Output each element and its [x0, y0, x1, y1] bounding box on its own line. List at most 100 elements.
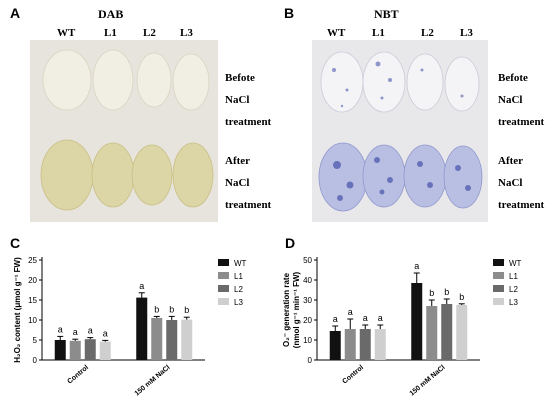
nbt-leaves-illustration [318, 51, 483, 212]
column-label-wt: WT [57, 27, 76, 39]
nbt-leaf-photo [312, 40, 488, 222]
after-line-2: NaCl [498, 177, 523, 189]
legend-swatch-wt [493, 259, 504, 266]
x-category-label: 150 mM NaCl [134, 364, 172, 397]
legend-swatch-l3 [493, 298, 504, 305]
bar-l1-0 [69, 340, 81, 360]
bar-l2-0 [359, 329, 371, 360]
o2-generation-chart: D 0 10 20 30 40 50 O₂⁻ generation rate (nmol g⁻¹… [282, 235, 522, 398]
y-tick-label: 25 [28, 256, 37, 265]
significance-letter: a [103, 328, 108, 338]
y-tick-label: 50 [303, 256, 312, 265]
y-axis-label-units: (nmol g⁻¹ min⁻¹ FW) [292, 271, 301, 348]
column-label-l1: L1 [372, 27, 385, 39]
significance-letter: b [184, 305, 189, 315]
significance-letter: b [429, 288, 434, 298]
dab-leaves-illustration [40, 49, 214, 211]
column-label-wt: WT [327, 27, 346, 39]
significance-letter: a [378, 313, 383, 323]
significance-letter: a [73, 327, 78, 337]
y-tick-label: 15 [28, 296, 37, 305]
significance-letter: a [333, 314, 338, 324]
legend-swatch-wt [218, 259, 229, 266]
column-label-l3: L3 [460, 27, 473, 39]
y-tick-label: 20 [28, 276, 37, 285]
significance-letter: b [154, 304, 159, 314]
y-tick-label: 10 [303, 336, 312, 345]
significance-letter: a [363, 313, 368, 323]
legend-swatch-l1 [493, 272, 504, 279]
y-axis-label: O₂⁻ generation rate [282, 272, 291, 347]
legend-label-wt: WT [234, 259, 247, 268]
bar-l2-0 [84, 339, 96, 360]
panel-label: C [10, 235, 20, 251]
y-tick-label: 10 [28, 316, 37, 325]
dab-after-label: After NaCl treatment [225, 150, 271, 216]
legend-label-l2: L2 [234, 285, 243, 294]
y-tick-label: 40 [303, 276, 312, 285]
panel-label: D [285, 235, 295, 251]
before-line-2: NaCl [498, 94, 523, 106]
after-line-3: treatment [498, 199, 545, 211]
legend-label-l3: L3 [509, 298, 518, 307]
column-label-l2: L2 [421, 27, 434, 39]
column-label-l1: L1 [104, 27, 117, 39]
significance-letter: b [169, 304, 174, 314]
after-line-1: After [498, 155, 524, 167]
y-tick-label: 20 [303, 316, 312, 325]
x-category-label: 150 mM NaCl [409, 364, 447, 397]
significance-letter: a [348, 307, 353, 317]
dab-leaf-photo [30, 40, 218, 222]
before-line-3: treatment [498, 116, 545, 128]
bar-l3-0 [99, 341, 111, 360]
legend-label-wt: WT [509, 259, 522, 268]
legend-label-l1: L1 [234, 272, 243, 281]
after-line-3: treatment [225, 199, 272, 211]
y-tick-label: 30 [303, 296, 312, 305]
panel-label-b: B [284, 5, 295, 21]
before-line-2: NaCl [225, 94, 250, 106]
bar-l3-1 [181, 319, 193, 360]
nbt-after-label: After NaCl treatment [498, 150, 544, 216]
legend-swatch-l2 [218, 285, 229, 292]
x-category-label: Control [66, 364, 90, 385]
before-line-1: Befote [225, 72, 255, 84]
after-line-2: NaCl [225, 177, 250, 189]
legend-label-l2: L2 [509, 285, 518, 294]
significance-letter: a [139, 281, 144, 291]
bar-l3-0 [374, 329, 386, 360]
significance-letter: a [88, 326, 93, 336]
legend-swatch-l1 [218, 272, 229, 279]
legend-swatch-l2 [493, 285, 504, 292]
bar-wt-1 [136, 297, 148, 360]
before-line-1: Befote [498, 72, 528, 84]
bar-l1-0 [344, 329, 356, 360]
dab-before-label: Befote NaCl treatment [225, 67, 271, 133]
bar-wt-0 [54, 340, 66, 360]
nbt-before-label: Befote NaCl treatment [498, 67, 544, 133]
after-line-1: After [225, 155, 251, 167]
column-label-l3: L3 [180, 27, 193, 39]
panel-label-a: A [10, 5, 21, 21]
significance-letter: a [58, 324, 63, 334]
bar-l1-1 [426, 306, 438, 360]
y-tick-label: 5 [33, 336, 38, 345]
bar-wt-1 [411, 283, 423, 360]
significance-letter: a [414, 261, 419, 271]
significance-letter: b [444, 287, 449, 297]
legend-swatch-l3 [218, 298, 229, 305]
column-label-l2: L2 [143, 27, 156, 39]
significance-letter: b [459, 292, 464, 302]
bar-l3-1 [456, 305, 468, 360]
y-axis-label: H₂O₂ content (μmol g⁻¹ FW) [13, 257, 22, 363]
x-category-label: Control [341, 364, 365, 385]
legend-label-l1: L1 [509, 272, 518, 281]
panel-title-nbt: NBT [374, 7, 399, 21]
legend-label-l3: L3 [234, 298, 243, 307]
bar-l2-1 [441, 304, 453, 360]
bar-l2-1 [166, 320, 178, 360]
bar-l1-1 [151, 318, 163, 360]
y-tick-label: 0 [308, 356, 313, 365]
bar-wt-0 [329, 331, 341, 360]
